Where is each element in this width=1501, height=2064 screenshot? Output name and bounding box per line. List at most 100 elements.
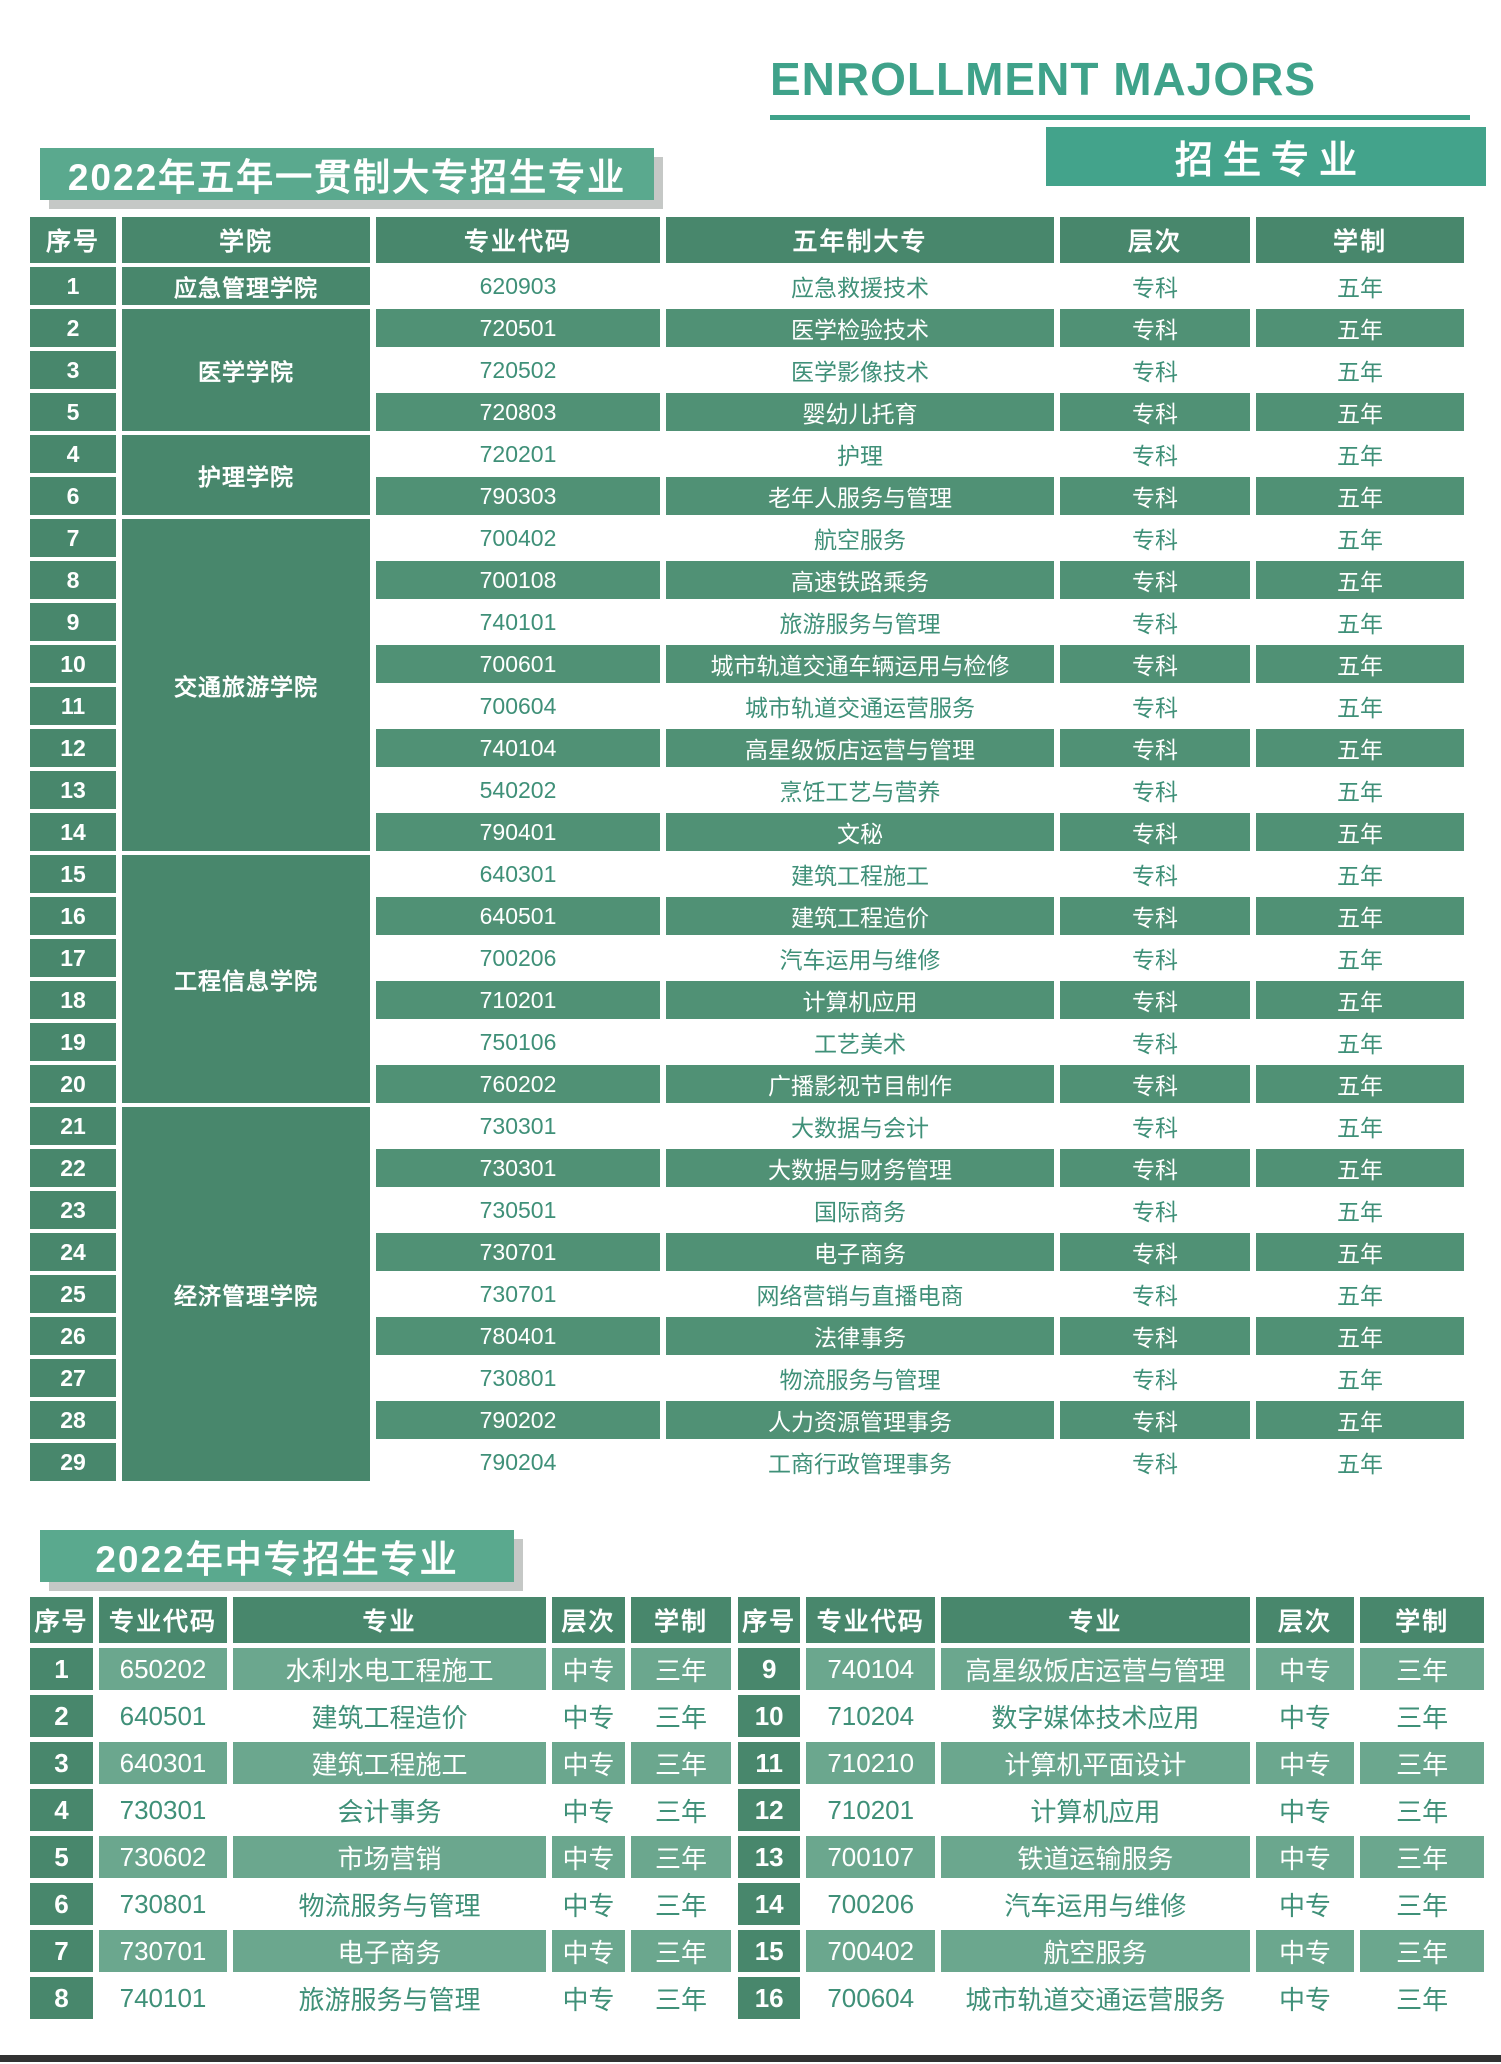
major-row: 10 700601 城市轨道交通车辆运用与检修 专科 五年 <box>30 645 1464 683</box>
major-name-cell: 汽车运用与维修 <box>941 1883 1250 1925</box>
college-cell: 应急管理学院 <box>122 267 370 305</box>
major-code-cell: 730701 <box>376 1233 660 1271</box>
major-row: 9 740104 高星级饭店运营与管理 中专 三年 <box>738 1648 1484 1690</box>
major-name-cell: 人力资源管理事务 <box>666 1401 1054 1439</box>
level-cell: 专科 <box>1060 561 1250 599</box>
major-row: 21 经济管理学院 730301 大数据与会计 专科 五年 <box>30 1107 1464 1481</box>
duration-cell: 三年 <box>1360 1648 1484 1690</box>
major-code-cell: 730701 <box>99 1930 227 1972</box>
enrollment-majors-badge: 招生专业 <box>1046 127 1486 186</box>
section1-title: 2022年五年一贯制大专招生专业 <box>40 148 654 200</box>
major-row: 6 790303 老年人服务与管理 专科 五年 <box>30 477 1464 515</box>
major-code-cell: 700206 <box>376 939 660 977</box>
major-name-cell: 计算机应用 <box>666 981 1054 1019</box>
level-cell: 专科 <box>1060 603 1250 641</box>
page-title-english: ENROLLMENT MAJORS <box>770 53 1316 105</box>
major-code-cell: 620903 <box>376 267 660 305</box>
level-cell: 专科 <box>1060 1107 1250 1145</box>
row-number-cell: 19 <box>30 1023 116 1061</box>
title-underline <box>770 115 1470 120</box>
major-code-cell: 710201 <box>806 1789 936 1831</box>
row-number-cell: 24 <box>30 1233 116 1271</box>
duration-cell: 三年 <box>631 1836 731 1878</box>
duration-cell: 五年 <box>1256 561 1464 599</box>
row-number-cell: 3 <box>30 351 116 389</box>
row-number-cell: 10 <box>738 1695 801 1737</box>
level-cell: 专科 <box>1060 393 1250 431</box>
header: ENROLLMENT MAJORS <box>770 52 1470 120</box>
duration-cell: 三年 <box>631 1977 731 2019</box>
major-name-cell: 护理 <box>666 435 1054 473</box>
major-name-cell: 会计事务 <box>233 1789 546 1831</box>
duration-cell: 五年 <box>1256 1191 1464 1229</box>
major-row: 19 750106 工艺美术 专科 五年 <box>30 1023 1464 1061</box>
major-row: 25 730701 网络营销与直播电商 专科 五年 <box>30 1275 1464 1313</box>
major-row: 13 540202 烹饪工艺与营养 专科 五年 <box>30 771 1464 809</box>
major-name-cell: 建筑工程施工 <box>666 855 1054 893</box>
row-number-cell: 13 <box>30 771 116 809</box>
major-code-cell: 760202 <box>376 1065 660 1103</box>
major-name-cell: 高速铁路乘务 <box>666 561 1054 599</box>
major-code-cell: 730301 <box>376 1107 660 1145</box>
major-name-cell: 物流服务与管理 <box>666 1359 1054 1397</box>
major-code-cell: 640501 <box>376 897 660 935</box>
major-name-cell: 老年人服务与管理 <box>666 477 1054 515</box>
duration-cell: 五年 <box>1256 897 1464 935</box>
level-cell: 专科 <box>1060 477 1250 515</box>
duration-cell: 五年 <box>1256 267 1464 305</box>
major-row: 24 730701 电子商务 专科 五年 <box>30 1233 1464 1271</box>
major-row: 28 790202 人力资源管理事务 专科 五年 <box>30 1401 1464 1439</box>
row-number-cell: 9 <box>738 1648 801 1690</box>
column-header-duration: 学制 <box>1360 1597 1484 1643</box>
major-row: 12 710201 计算机应用 中专 三年 <box>738 1789 1484 1831</box>
level-cell: 专科 <box>1060 1401 1250 1439</box>
duration-cell: 五年 <box>1256 1065 1464 1103</box>
major-code-cell: 720502 <box>376 351 660 389</box>
major-row: 7 730701 电子商务 中专 三年 <box>30 1930 731 1972</box>
major-code-cell: 720803 <box>376 393 660 431</box>
level-cell: 中专 <box>552 1883 625 1925</box>
duration-cell: 三年 <box>1360 1695 1484 1737</box>
row-number-cell: 15 <box>738 1930 801 1972</box>
duration-cell: 三年 <box>631 1742 731 1784</box>
major-row: 8 700108 高速铁路乘务 专科 五年 <box>30 561 1464 599</box>
college-cell: 工程信息学院 <box>122 855 370 1103</box>
major-row: 23 730501 国际商务 专科 五年 <box>30 1191 1464 1229</box>
major-name-cell: 汽车运用与维修 <box>666 939 1054 977</box>
major-name-cell: 铁道运输服务 <box>941 1836 1250 1878</box>
row-number-cell: 2 <box>30 1695 93 1737</box>
major-code-cell: 730602 <box>99 1836 227 1878</box>
major-name-cell: 数字媒体技术应用 <box>941 1695 1250 1737</box>
major-row: 16 700604 城市轨道交通运营服务 中专 三年 <box>738 1977 1484 2019</box>
major-row: 22 730301 大数据与财务管理 专科 五年 <box>30 1149 1464 1187</box>
major-name-cell: 法律事务 <box>666 1317 1054 1355</box>
major-code-cell: 790202 <box>376 1401 660 1439</box>
row-number-cell: 25 <box>30 1275 116 1313</box>
major-code-cell: 720501 <box>376 309 660 347</box>
row-number-cell: 15 <box>30 855 116 893</box>
major-code-cell: 710210 <box>806 1742 936 1784</box>
column-header-no: 序号 <box>738 1597 801 1643</box>
secondary-vocational-table-left: 序号 专业代码 专业 层次 学制 1 650202 水利水电工程施工 中专 三年 2 640… <box>24 1592 737 2024</box>
row-number-cell: 6 <box>30 477 116 515</box>
level-cell: 中专 <box>552 1977 625 2019</box>
major-code-cell: 700402 <box>806 1930 936 1972</box>
major-row: 4 730301 会计事务 中专 三年 <box>30 1789 731 1831</box>
major-row: 13 700107 铁道运输服务 中专 三年 <box>738 1836 1484 1878</box>
duration-cell: 五年 <box>1256 771 1464 809</box>
row-number-cell: 1 <box>30 267 116 305</box>
major-name-cell: 国际商务 <box>666 1191 1054 1229</box>
major-code-cell: 730801 <box>376 1359 660 1397</box>
level-cell: 中专 <box>552 1930 625 1972</box>
major-code-cell: 730501 <box>376 1191 660 1229</box>
level-cell: 中专 <box>1255 1977 1355 2019</box>
college-cell: 医学学院 <box>122 309 370 431</box>
level-cell: 专科 <box>1060 1065 1250 1103</box>
major-code-cell: 650202 <box>99 1648 227 1690</box>
major-code-cell: 780401 <box>376 1317 660 1355</box>
level-cell: 专科 <box>1060 981 1250 1019</box>
major-row: 5 730602 市场营销 中专 三年 <box>30 1836 731 1878</box>
major-row: 7 交通旅游学院 700402 航空服务 专科 五年 <box>30 519 1464 851</box>
row-number-cell: 20 <box>30 1065 116 1103</box>
major-code-cell: 790204 <box>376 1443 660 1481</box>
